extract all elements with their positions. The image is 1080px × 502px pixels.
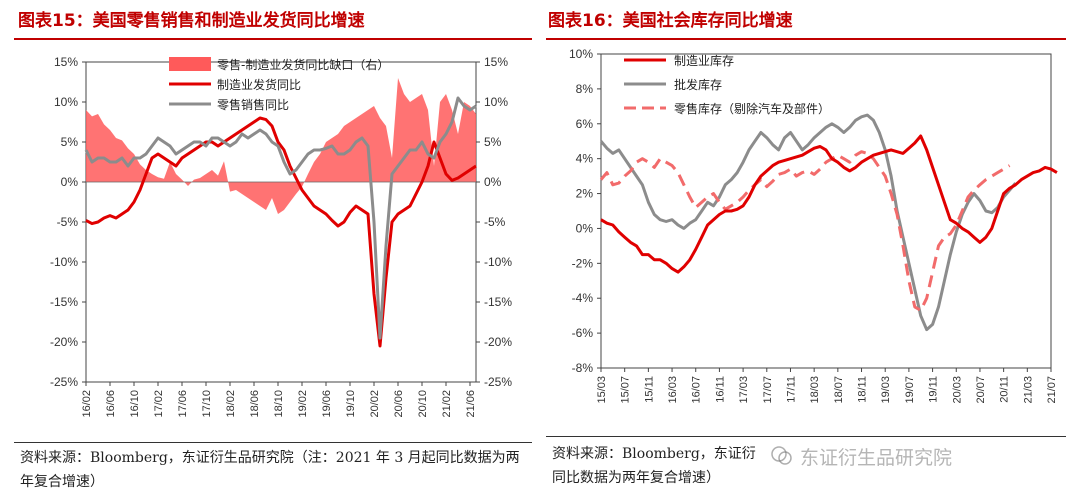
gap-area-series [86,78,476,214]
x-tick-label: 20/11 [999,376,1011,403]
legend-label-gap: 零售-制造业发货同比缺口（右） [217,57,389,72]
y-tick-label-left: -15% [50,295,78,309]
x-tick-label: 19/03 [880,376,892,404]
y-tick-label: -2% [572,256,594,270]
x-tick-label: 19/10 [345,390,357,418]
x-tick-label: 20/03 [951,376,963,404]
source-rule-left [14,442,532,443]
y-tick-label-right: -5% [484,215,506,229]
x-tick-label: 21/06 [465,390,477,418]
figure-15-title: 图表15：美国零售销售和制造业发货同比增速 [18,11,365,31]
legend-manufacturing-label: 制造业库存 [674,53,734,68]
x-tick-label: 21/03 [1022,376,1034,404]
x-tick-label: 17/07 [762,376,774,404]
watermark-text: 东证衍生品研究院 [800,447,953,469]
y-tick-label-right: 0% [484,175,502,189]
y-tick-label: 4% [576,152,594,166]
y-tick-label-left: -10% [50,255,78,269]
y-tick-label-right: 10% [484,95,508,109]
y-tick-label: 0% [576,221,594,235]
y-tick-label-left: 5% [61,135,79,149]
x-tick-label: 19/07 [904,376,916,404]
y-tick-label-right: -25% [484,375,512,389]
retail-inventory-line [599,150,1011,312]
x-tick-label: 15/11 [643,376,655,403]
x-tick-label: 16/11 [714,376,726,403]
x-tick-label: 21/02 [441,390,453,418]
y-tick-label-left: 15% [54,55,78,69]
manufacturing-shipments-line [85,116,477,348]
x-tick-label: 18/03 [809,376,821,404]
x-tick-label: 18/06 [249,390,261,418]
y-tick-label-right: -20% [484,335,512,349]
wechat-icon [771,446,792,465]
x-tick-label: 17/11 [785,376,797,403]
x-tick-label: 16/06 [105,390,117,418]
x-tick-label: 19/02 [297,390,309,418]
y-tick-label: 10% [569,47,593,61]
y-tick-label-left: -20% [50,335,78,349]
y-tick-label: 6% [576,117,594,131]
y-tick-label: -6% [572,326,594,340]
legend-label-manufacturing: 制造业发货同比 [217,77,301,92]
inventory-chart: 10% 8% 6% 4% 2% 0% -2% -4% -6% -8%15/03 15/07 15/11… [569,47,1058,404]
x-tick-label: 15/07 [620,376,632,404]
x-tick-label: 16/03 [667,376,679,404]
source-rule-right [546,436,1066,437]
legend-wholesale-label: 批发库存 [674,77,722,92]
x-tick-label: 15/03 [596,376,608,404]
manufacturing-inventory-line [600,134,1058,274]
y-tick-label-right: 5% [484,135,502,149]
x-tick-label: 16/10 [129,390,141,418]
plot-frame [600,53,1052,369]
y-tick-label: -8% [572,361,594,375]
y-tick-label-right: 15% [484,55,508,69]
y-tick-label: 8% [576,82,594,96]
y-tick-label-right: -10% [484,255,512,269]
y-tick-label-left: 0% [61,175,79,189]
x-tick-label: 20/02 [369,390,381,418]
x-tick-label: 19/11 [928,376,940,403]
x-tick-label: 17/02 [153,390,165,418]
retail-manufacturing-chart: 15% 15% 10% 10% 5% 5% 0% 0% -5% -5% -10% -10% -15% -1… [50,55,512,418]
x-tick-label: 18/11 [857,376,869,403]
y-tick-label-left: -25% [50,375,78,389]
y-tick-label: 2% [576,187,594,201]
x-tick-label: 16/07 [691,376,703,404]
x-tick-label: 17/03 [738,376,750,404]
x-tick-label: 20/07 [975,376,987,404]
source-note-left: 资料来源：Bloomberg，东证衍生品研究院（注：2021 年 3 月起同比数… [20,450,520,490]
y-tick-label-right: -15% [484,295,512,309]
x-tick-label: 20/10 [417,390,429,418]
x-tick-label: 16/02 [81,390,93,418]
wholesale-inventory-line [599,113,1017,332]
figure-16-title: 图表16：美国社会库存同比增速 [548,11,793,31]
y-tick-label-left: 10% [54,95,78,109]
y-tick-label-left: -5% [57,215,79,229]
x-tick-label: 17/06 [177,390,189,418]
title-underline-right [546,38,1066,40]
legend-retail-label: 零售库存（剔除汽车及部件） [674,101,830,116]
x-tick-label: 18/07 [833,376,845,404]
legend-label-retail: 零售销售同比 [217,97,289,112]
x-tick-label: 20/06 [393,390,405,418]
x-tick-label: 18/02 [225,390,237,418]
legend-swatch-gap [169,57,211,71]
y-tick-label: -4% [572,291,594,305]
x-tick-label: 21/07 [1046,376,1058,404]
title-underline-left [14,38,532,40]
retail-sales-line [84,96,477,340]
x-tick-label: 17/10 [201,390,213,418]
x-tick-label: 19/06 [321,390,333,418]
source-note-right: 资料来源：Bloomberg，东证衍 同比数据为两年复合增速） [552,446,756,486]
x-tick-label: 18/10 [273,390,285,418]
